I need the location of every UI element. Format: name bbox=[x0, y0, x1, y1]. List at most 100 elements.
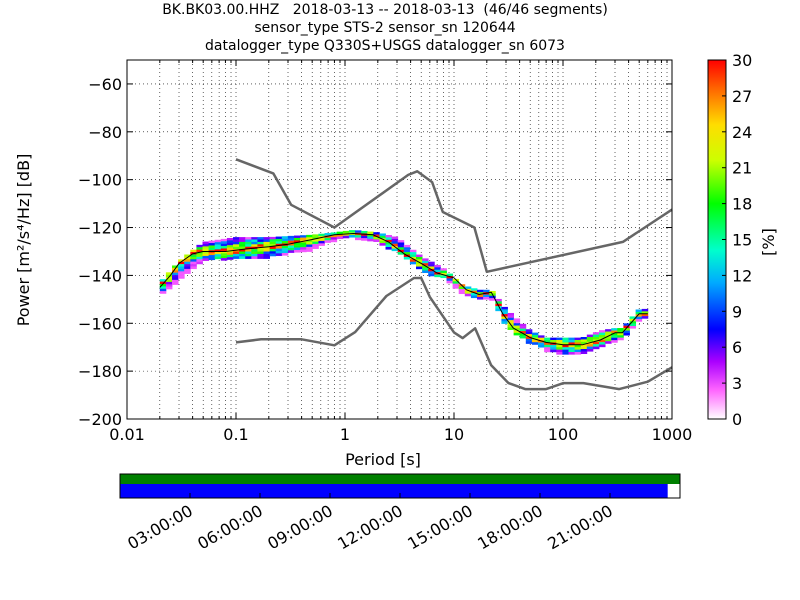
heatmap-cell bbox=[165, 277, 173, 280]
heatmap-cell bbox=[275, 238, 283, 242]
heatmap-cell bbox=[525, 334, 533, 337]
heatmap-cell bbox=[257, 256, 264, 259]
heatmap-cell bbox=[428, 264, 435, 267]
heatmap-cell bbox=[544, 349, 551, 353]
colorbar-ticks: 0 3 6 9 12 15 18 21 24 27 30 bbox=[722, 51, 752, 429]
heatmap-cell bbox=[501, 318, 508, 322]
heatmap-cell bbox=[629, 316, 637, 320]
heatmap-cell bbox=[409, 249, 417, 253]
heatmap-cell bbox=[501, 314, 508, 317]
heatmap-cell bbox=[214, 249, 222, 252]
heatmap-cell bbox=[519, 335, 527, 339]
heatmap-cell bbox=[489, 298, 496, 301]
heatmap-cell bbox=[513, 320, 521, 324]
heatmap-cell bbox=[208, 255, 216, 258]
heatmap-cell bbox=[629, 326, 637, 329]
heatmap-cell bbox=[208, 252, 216, 256]
heatmap-cell bbox=[300, 244, 307, 248]
heatmap-cell bbox=[355, 237, 362, 241]
heatmap-cell bbox=[281, 241, 289, 244]
heatmap-cell bbox=[379, 233, 386, 237]
heatmap-cell bbox=[172, 275, 179, 278]
heatmap-cell bbox=[574, 352, 582, 355]
heatmap-cell bbox=[403, 252, 411, 255]
heatmap-cell bbox=[159, 291, 167, 294]
heatmap-cell bbox=[306, 239, 313, 243]
heatmap-cell bbox=[367, 238, 374, 242]
heatmap-cell bbox=[263, 251, 271, 255]
heatmap-cell bbox=[190, 266, 197, 270]
heatmap-cell bbox=[519, 323, 527, 327]
heatmap-cell bbox=[330, 237, 338, 240]
heatmap-cell bbox=[556, 340, 563, 343]
heatmap-cell bbox=[574, 347, 582, 350]
heatmap-cell bbox=[226, 240, 234, 243]
heatmap-cell bbox=[477, 294, 484, 298]
heatmap-cell bbox=[233, 246, 240, 250]
heatmap-cell bbox=[391, 238, 399, 242]
heatmap-cell bbox=[617, 330, 624, 334]
heatmap-cell bbox=[294, 237, 301, 241]
heatmap-cell bbox=[165, 279, 173, 283]
heatmap-cell bbox=[239, 249, 246, 252]
heatmap-cell bbox=[550, 344, 557, 348]
heatmap-cell bbox=[184, 271, 191, 274]
time-tick-label: 12:00:00 bbox=[334, 501, 406, 553]
title-line-1: BK.BK03.00.HHZ 2018-03-13 -- 2018-03-13 … bbox=[162, 2, 608, 18]
heatmap-cell bbox=[251, 249, 258, 252]
heatmap-cell bbox=[239, 237, 246, 240]
heatmap-cell bbox=[196, 249, 203, 253]
heatmap-cell bbox=[300, 237, 307, 241]
heatmap-cell bbox=[501, 321, 508, 324]
heatmap-cell bbox=[409, 252, 417, 255]
heatmap-cell bbox=[525, 329, 533, 332]
heatmap-cell bbox=[489, 295, 496, 299]
heatmap-cell bbox=[220, 238, 228, 242]
heatmap-cell bbox=[477, 289, 484, 293]
heatmap-cell bbox=[531, 332, 539, 336]
time-tick-label: 03:00:00 bbox=[124, 501, 196, 553]
heatmap-cell bbox=[513, 323, 521, 326]
heatmap-cell bbox=[568, 340, 576, 343]
x-tick-label: 10 bbox=[444, 425, 464, 444]
heatmap-cell bbox=[531, 335, 539, 338]
heatmap-cell bbox=[641, 313, 649, 317]
heatmap-cell bbox=[428, 266, 435, 270]
heatmap-cell bbox=[257, 239, 264, 243]
heatmap-cell bbox=[385, 247, 393, 250]
heatmap-cell bbox=[373, 236, 380, 240]
heatmap-cell bbox=[190, 254, 197, 258]
heatmap-cell bbox=[605, 329, 612, 332]
heatmap-cell bbox=[226, 242, 234, 246]
heatmap-cell bbox=[373, 232, 380, 235]
heatmap-cell bbox=[538, 344, 545, 348]
heatmap-cell bbox=[275, 236, 283, 240]
heatmap-cell bbox=[623, 330, 630, 334]
heatmap-cell bbox=[275, 250, 283, 254]
heatmap-cell bbox=[556, 352, 563, 355]
heatmap-cell bbox=[385, 242, 393, 245]
heatmap-cell bbox=[385, 235, 393, 238]
heatmap-cell bbox=[544, 337, 551, 341]
heatmap-cell bbox=[580, 351, 588, 355]
heatmap-cell bbox=[599, 334, 606, 338]
heatmap-cell bbox=[233, 241, 240, 245]
heatmap-cell bbox=[574, 342, 582, 346]
heatmap-cell bbox=[525, 336, 533, 340]
heatmap-cell bbox=[306, 242, 313, 245]
heatmap-cell bbox=[568, 352, 576, 355]
heatmap-cell bbox=[464, 286, 472, 290]
heatmap-cell bbox=[507, 320, 515, 323]
heatmap-cell bbox=[239, 244, 246, 247]
heatmap-cell bbox=[550, 347, 557, 350]
heatmap-cell bbox=[159, 281, 167, 285]
heatmap-cell bbox=[452, 286, 460, 289]
heatmap-cell bbox=[275, 241, 283, 244]
heatmap-cell bbox=[605, 336, 612, 339]
time-tick-label: 06:00:00 bbox=[194, 501, 266, 553]
heatmap-cell bbox=[287, 243, 295, 246]
heatmap-cell bbox=[190, 259, 197, 262]
heatmap-cell bbox=[501, 311, 508, 315]
heatmap-cell bbox=[422, 260, 429, 264]
heatmap-cell bbox=[239, 246, 246, 250]
